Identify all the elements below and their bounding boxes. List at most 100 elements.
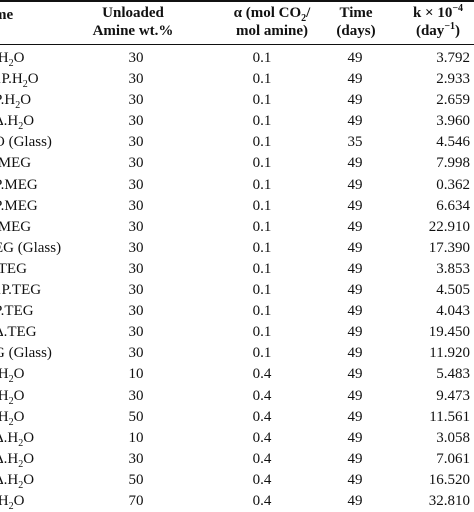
cell-alpha: 0.4	[252, 408, 272, 425]
cell-amine-wt: 30	[128, 324, 144, 341]
cell-sample-name: 1P.TEG	[0, 282, 42, 299]
cell-time: 49	[347, 492, 363, 509]
cell-sample-name: .MEG	[0, 155, 32, 172]
cell-sample-name: P.H2O	[0, 92, 32, 112]
cell-k: 16.520	[428, 471, 470, 488]
cell-alpha: 0.4	[252, 492, 272, 509]
cell-k: 5.483	[436, 366, 470, 383]
cell-k: 19.450	[428, 324, 470, 341]
cell-time: 49	[347, 197, 363, 214]
cell-amine-wt: 30	[128, 71, 144, 88]
cell-k: 4.546	[436, 134, 470, 151]
cell-k: 7.061	[436, 450, 470, 467]
cell-sample-name: O (Glass)	[0, 134, 52, 151]
cell-sample-name: P.TEG	[0, 303, 34, 320]
cell-time: 49	[347, 345, 363, 362]
cell-alpha: 0.4	[252, 387, 272, 404]
table-top-rule	[0, 0, 474, 2]
table-row: 1P.H2O 30 0.1 49 2.933	[0, 69, 474, 90]
cell-sample-name: Δ.H2O	[0, 113, 35, 133]
cell-sample-name: Δ.TEG	[0, 324, 37, 341]
cell-sample-name: G (Glass)	[0, 345, 52, 362]
cell-alpha: 0.4	[252, 366, 272, 383]
cell-time: 49	[347, 366, 363, 383]
cell-amine-wt: 30	[128, 387, 144, 404]
cell-k: 0.362	[436, 176, 470, 193]
header-k: k × 10−4 (day−1)	[396, 4, 474, 40]
cell-alpha: 0.1	[252, 218, 272, 235]
cell-amine-wt: 10	[128, 429, 144, 446]
table-row: Δ.H2O 50 0.4 49 16.520	[0, 470, 474, 491]
cell-sample-name: Δ.H2O	[0, 471, 35, 491]
cell-sample-name: Δ.H2O	[0, 429, 35, 449]
cell-k: 4.505	[436, 282, 470, 299]
cell-amine-wt: 30	[128, 239, 144, 256]
cell-sample-name: EG (Glass)	[0, 239, 62, 256]
table-header-rule	[0, 44, 474, 46]
cell-sample-name: .H2O	[0, 387, 25, 407]
table-row: Δ.H2O 30 0.4 49 7.061	[0, 449, 474, 470]
cell-sample-name: .MEG	[0, 218, 32, 235]
cell-time: 49	[347, 282, 363, 299]
cell-alpha: 0.4	[252, 429, 272, 446]
cell-amine-wt: 10	[128, 366, 144, 383]
table-row: P.H2O 30 0.1 49 2.659	[0, 90, 474, 111]
cell-amine-wt: 50	[128, 471, 144, 488]
cell-time: 49	[347, 387, 363, 404]
cell-alpha: 0.1	[252, 155, 272, 172]
table-header: me Unloaded Amine wt.% α (mol CO2/ mol a…	[0, 4, 474, 44]
header-amine: Unloaded Amine wt.%	[78, 4, 188, 40]
cell-time: 49	[347, 71, 363, 88]
cell-alpha: 0.1	[252, 282, 272, 299]
cell-alpha: 0.1	[252, 92, 272, 109]
cell-amine-wt: 70	[128, 492, 144, 509]
header-alpha-line2: mol amine)	[235, 23, 309, 39]
cell-amine-wt: 30	[128, 260, 144, 277]
cell-time: 49	[347, 92, 363, 109]
cell-time: 49	[347, 429, 363, 446]
cell-k: 2.933	[436, 71, 470, 88]
header-k-line1: k × 10−4	[412, 3, 464, 22]
cell-amine-wt: 30	[128, 450, 144, 467]
cell-time: 35	[347, 134, 363, 151]
cell-k: 3.960	[436, 113, 470, 130]
cell-k: 17.390	[428, 239, 470, 256]
table-row: .H2O 30 0.4 49 9.473	[0, 386, 474, 407]
cell-k: 11.561	[429, 408, 470, 425]
cell-amine-wt: 50	[128, 408, 144, 425]
table-row: .MEG 30 0.1 49 22.910	[0, 217, 474, 238]
table-row: .MEG 30 0.1 49 7.998	[0, 153, 474, 174]
cell-sample-name: .H2O	[0, 408, 25, 428]
table-row: Δ.TEG 30 0.1 49 19.450	[0, 322, 474, 343]
header-alpha: α (mol CO2/ mol amine)	[212, 4, 332, 40]
table-row: Δ.H2O 10 0.4 49 3.058	[0, 428, 474, 449]
header-amine-line2: Amine wt.%	[92, 23, 174, 39]
cell-time: 49	[347, 239, 363, 256]
cell-amine-wt: 30	[128, 197, 144, 214]
cell-time: 49	[347, 408, 363, 425]
header-k-line2: (day−1)	[415, 21, 461, 40]
cell-sample-name: .H2O	[0, 50, 25, 69]
cell-alpha: 0.1	[252, 176, 272, 193]
cell-amine-wt: 30	[128, 134, 144, 151]
cell-alpha: 0.1	[252, 134, 272, 151]
cell-alpha: 0.1	[252, 324, 272, 341]
cell-amine-wt: 30	[128, 345, 144, 362]
cell-amine-wt: 30	[128, 176, 144, 193]
table-row: .H2O 30 0.1 49 3.792	[0, 48, 474, 69]
cell-alpha: 0.1	[252, 113, 272, 130]
header-amine-line1: Unloaded	[102, 5, 164, 21]
cell-k: 3.792	[436, 50, 470, 66]
cell-sample-name: Δ.H2O	[0, 450, 35, 470]
cell-sample-name: 1P.H2O	[0, 71, 39, 91]
cell-time: 49	[347, 471, 363, 488]
cell-amine-wt: 30	[128, 92, 144, 109]
cell-alpha: 0.4	[252, 471, 272, 488]
cell-amine-wt: 30	[128, 218, 144, 235]
table-row: .TEG 30 0.1 49 3.853	[0, 259, 474, 280]
table-row: P.MEG 30 0.1 49 6.634	[0, 196, 474, 217]
cell-k: 7.998	[436, 155, 470, 172]
cell-sample-name: P.MEG	[0, 197, 38, 214]
cell-k: 6.634	[436, 197, 470, 214]
cell-k: 4.043	[436, 303, 470, 320]
